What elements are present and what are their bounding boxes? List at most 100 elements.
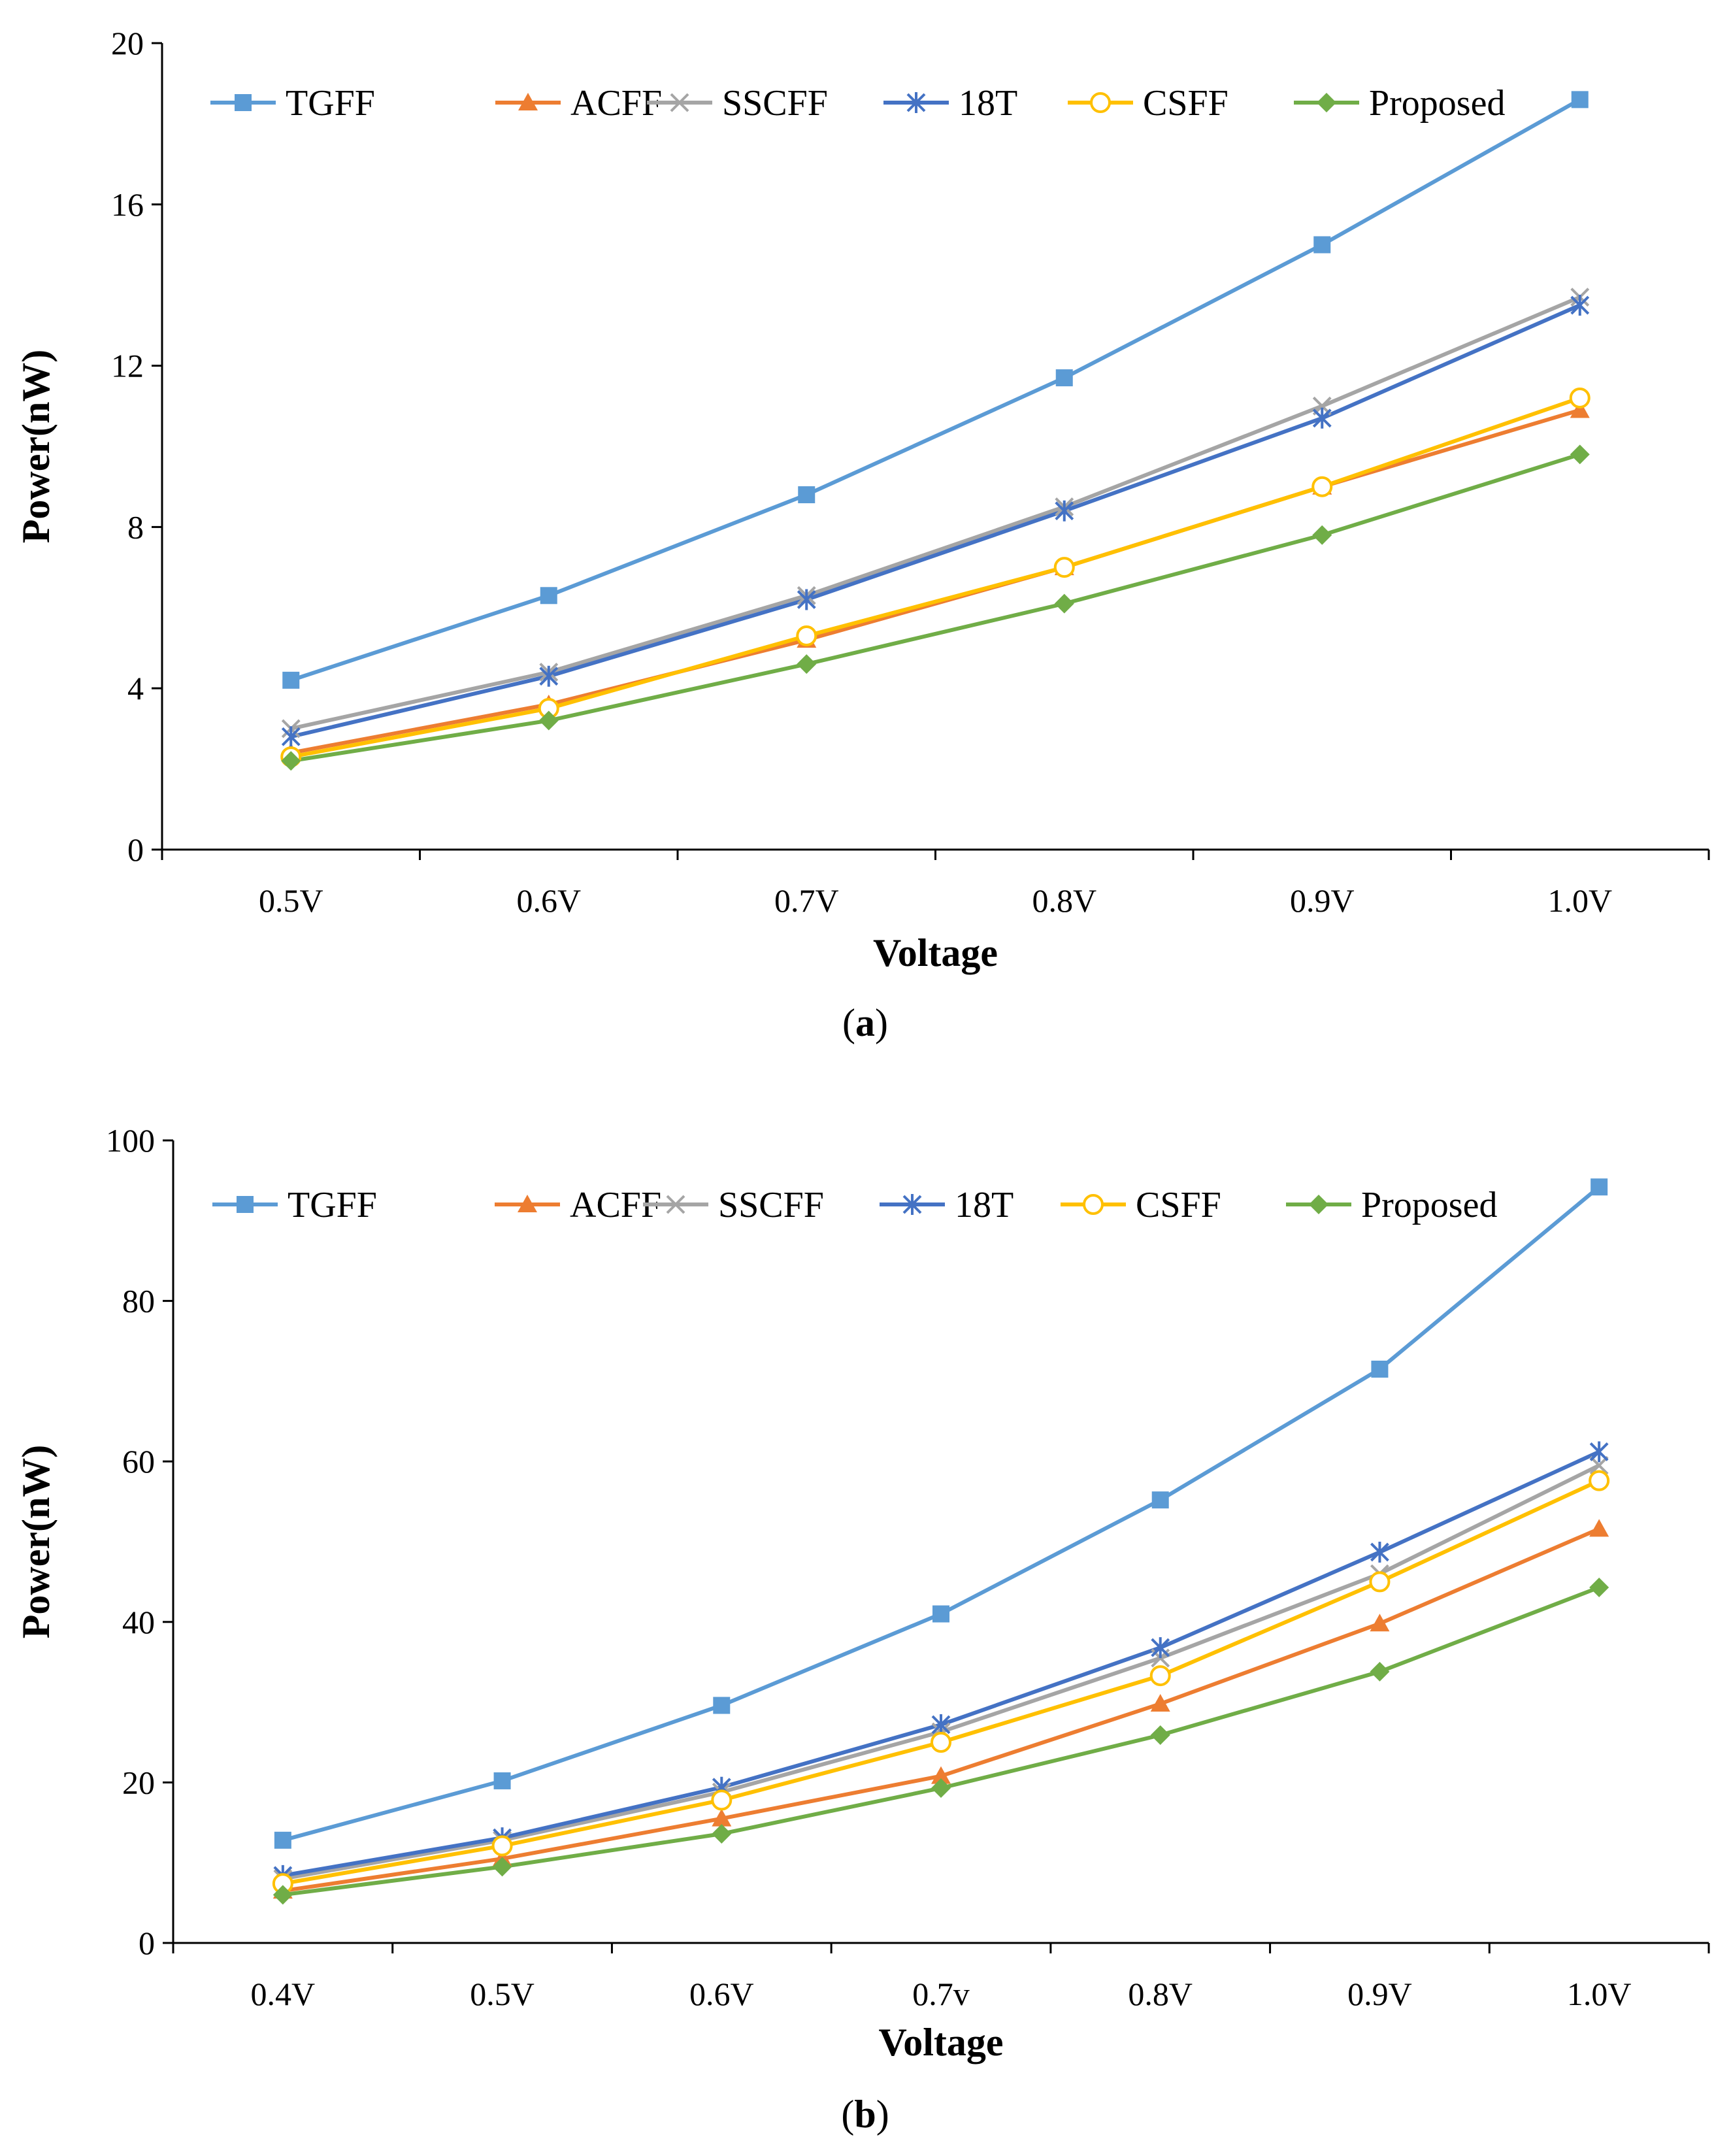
legend-label: ACFF (570, 83, 662, 124)
data-point-acff (1570, 400, 1590, 418)
data-point-proposed (281, 751, 301, 771)
y-axis-title: Power(nW) (14, 1445, 58, 1639)
data-point-proposed (1312, 525, 1332, 545)
x-tick-label: 0.8V (1032, 882, 1096, 919)
series-line-sscff (290, 295, 1581, 731)
legend-entry-sscff: SSCFF (643, 1185, 824, 1225)
legend-marker (237, 1196, 254, 1213)
data-point-18t (539, 665, 559, 687)
data-point-tgff (1055, 369, 1073, 387)
data-point-csff (796, 625, 817, 646)
data-point-18t (797, 589, 816, 610)
data-point-18t (1312, 407, 1332, 429)
x-axis-title: Voltage (878, 2021, 1003, 2064)
legend-entry-18t: 18T (880, 1185, 1014, 1225)
legend-marker (1309, 1195, 1328, 1214)
y-tick-label: 100 (106, 1122, 155, 1159)
chart-panel-b: 0 20 40 60 80 100 0.4V 0.5V 0.6V 0.7v 0.8V 0.9V 1.0V… (14, 1122, 1710, 2136)
y-axis-title: Power(nW) (14, 350, 58, 544)
data-point-proposed (797, 654, 817, 674)
data-point-tgff (540, 587, 557, 605)
data-point-csff (491, 1835, 513, 1857)
legend-entry-18t: 18T (883, 83, 1017, 124)
data-point-csff (1149, 1665, 1171, 1687)
y-tick-label: 0 (127, 831, 144, 868)
data-point-tgff (1151, 1491, 1169, 1509)
data-point-sscff (1589, 1455, 1609, 1475)
data-point-csff (1311, 476, 1333, 497)
data-point-18t (1370, 1541, 1389, 1563)
data-point-csff (1589, 1470, 1610, 1491)
data-point-acff (1370, 1614, 1390, 1632)
data-point-proposed (492, 1857, 512, 1877)
data-point-csff (1569, 387, 1591, 408)
data-point-proposed (1054, 593, 1074, 614)
data-point-18t (931, 1714, 951, 1735)
legend-entry-tgff: TGFF (210, 83, 375, 124)
data-point-csff (1053, 557, 1075, 578)
legend-entry-acff: ACFF (495, 1185, 661, 1225)
y-tick-label: 20 (122, 1764, 155, 1800)
data-point-tgff (1571, 91, 1589, 108)
legend-marker (1317, 93, 1336, 112)
y-tick-label: 20 (111, 25, 144, 61)
data-point-csff (711, 1789, 733, 1811)
data-point-tgff (274, 1831, 291, 1849)
data-point-18t (1055, 500, 1074, 522)
y-tick-label: 80 (122, 1283, 155, 1319)
data-point-tgff (1313, 236, 1331, 254)
data-point-tgff (932, 1605, 949, 1623)
data-point-tgff (282, 671, 300, 689)
legend-marker (518, 93, 538, 110)
data-point-proposed (1589, 1577, 1609, 1597)
legend-label: SSCFF (722, 83, 828, 124)
data-point-tgff (1371, 1360, 1389, 1378)
data-point-tgff (798, 486, 816, 504)
legend-marker (670, 93, 689, 112)
data-point-csff (1369, 1571, 1391, 1593)
x-tick-label: 1.0V (1567, 1976, 1632, 2012)
y-tick-label: 4 (127, 670, 144, 706)
data-point-proposed (1150, 1725, 1170, 1745)
data-point-18t (1589, 1441, 1609, 1463)
legend-label: TGFF (288, 1185, 377, 1225)
x-tick-label: 0.4V (251, 1976, 316, 2012)
y-tick-label: 60 (122, 1443, 155, 1480)
y-tick-label: 16 (111, 186, 144, 223)
legend-label: 18T (955, 1185, 1014, 1225)
y-tick-label: 0 (139, 1925, 155, 1961)
legend-entry-csff: CSFF (1061, 1185, 1221, 1225)
legend-entry-sscff: SSCFF (647, 83, 828, 124)
x-tick-label: 0.7V (774, 882, 839, 919)
legend-entry-proposed: Proposed (1286, 1185, 1497, 1225)
data-point-acff (1589, 1519, 1609, 1537)
legend-marker (666, 1195, 685, 1214)
panel-label: (a) (842, 1001, 888, 1044)
x-tick-label: 0.9V (1290, 882, 1355, 919)
legend-marker (906, 92, 926, 113)
x-tick-label: 0.5V (470, 1976, 535, 2012)
legend-marker (518, 1195, 537, 1212)
x-tick-label: 0.7v (912, 1976, 970, 2012)
legend-entry-acff: ACFF (495, 83, 662, 124)
data-point-tgff (1591, 1178, 1608, 1196)
legend-entry-proposed: Proposed (1294, 83, 1505, 124)
x-tick-label: 0.9V (1347, 1976, 1412, 2012)
x-tick-label: 0.6V (689, 1976, 754, 2012)
legend-label: Proposed (1361, 1185, 1497, 1225)
legend-marker (235, 94, 252, 111)
legend-label: 18T (959, 83, 1017, 124)
legend-label: CSFF (1136, 1185, 1221, 1225)
data-point-tgff (493, 1772, 511, 1789)
y-tick-label: 8 (127, 508, 144, 545)
legend-label: CSFF (1143, 83, 1228, 124)
series-line-proposed (290, 452, 1581, 763)
series-line-18t (290, 303, 1581, 739)
data-point-proposed (1370, 1661, 1390, 1682)
series-line-acff (282, 1527, 1600, 1893)
data-point-csff (931, 1732, 951, 1753)
series-line-sscff (282, 1463, 1600, 1881)
data-point-tgff (713, 1697, 731, 1714)
x-tick-label: 0.8V (1128, 1976, 1193, 2012)
